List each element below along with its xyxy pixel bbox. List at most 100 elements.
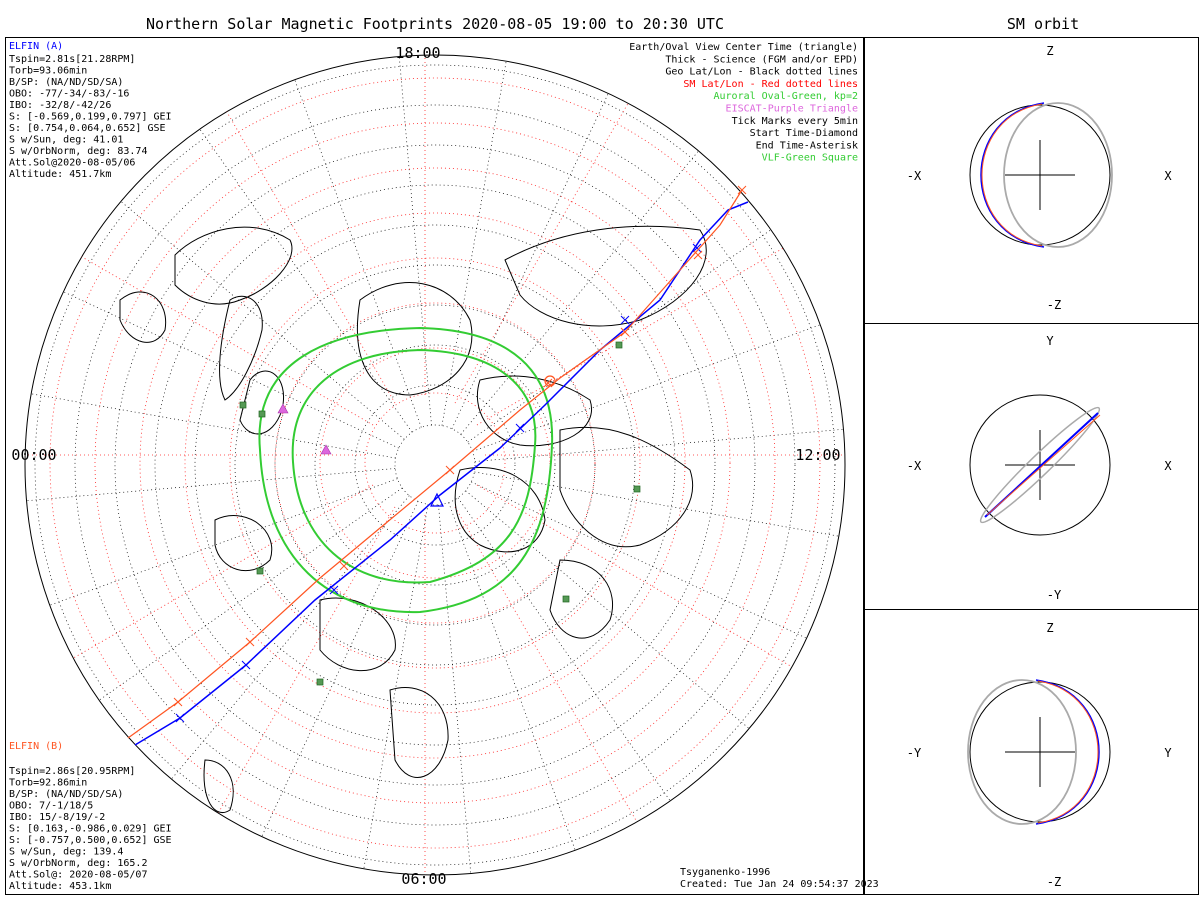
legend-entry: End Time-Asterisk	[756, 140, 858, 151]
orbit-panel: Z -Z -Y Y	[907, 621, 1173, 889]
tick-mark	[445, 465, 455, 475]
sm-lat-circle	[364, 392, 506, 534]
elfin-b-track	[127, 189, 743, 739]
vlf-square	[562, 595, 570, 603]
sm-lon-line	[43, 234, 374, 426]
map-title: Northern Solar Magnetic Footprints 2020-…	[146, 15, 724, 33]
sm-lat-circle	[49, 77, 821, 849]
eiscat-triangle	[320, 444, 332, 455]
geo-lon-line	[398, 56, 432, 426]
sm-lon-line	[454, 73, 646, 404]
geo-lon-line	[363, 504, 429, 869]
sm-lon-line	[204, 506, 396, 837]
tick-mark	[241, 660, 251, 670]
geo-lon-line	[171, 495, 410, 780]
geo-lat-circle	[74, 104, 796, 826]
geo-lon-line	[457, 497, 671, 802]
coastline	[319, 597, 396, 672]
geo-lon-line	[31, 393, 396, 459]
axis-label-left: -X	[907, 169, 922, 183]
auroral-oval-inner	[291, 348, 537, 584]
time-label-left: 00:00	[11, 446, 56, 464]
geo-lon-line	[261, 501, 419, 837]
map-frame	[5, 37, 864, 895]
legend-entry: Auroral Oval-Green, kp=2	[714, 91, 859, 102]
orbit-title: SM orbit	[1007, 15, 1079, 33]
coastline	[203, 759, 234, 813]
tick-mark	[692, 243, 702, 253]
info-line: S: [0.754,0.064,0.652] GSE	[9, 123, 166, 134]
info-line: S w/Sun, deg: 139.4	[9, 847, 123, 858]
orbit-shadow	[967, 679, 1077, 825]
geo-lon-line	[451, 93, 609, 429]
info-line: IBO: 15/-8/19/-2	[9, 812, 105, 823]
axis-label-right: Y	[1164, 746, 1172, 760]
geo-lat-circle	[194, 224, 676, 706]
legend-entry: Thick - Science (FGM and/or EPD)	[665, 54, 858, 65]
tick-mark	[245, 637, 255, 647]
axis-label-down: -Z	[1047, 875, 1061, 889]
info-line: Torb=92.86min	[9, 778, 87, 789]
geo-lat-circle	[394, 424, 476, 506]
geo-lon-line	[474, 471, 839, 537]
sm-lat-circle	[274, 302, 596, 624]
info-line: Att.Sol@2020-08-05/06	[9, 158, 135, 169]
elfin-a-track	[134, 201, 749, 746]
sm-lat-circle	[184, 212, 686, 714]
coastline	[174, 226, 293, 305]
legend-entry: SM Lat/Lon - Red dotted lines	[683, 79, 858, 90]
axis-label-left: -Y	[907, 746, 922, 760]
geo-lon-line	[199, 128, 413, 433]
coastlines	[119, 225, 707, 813]
coastline	[219, 295, 263, 401]
tick-mark	[620, 315, 630, 325]
info-line: S: [0.163,-0.986,0.029] GEI	[9, 824, 172, 835]
sm-grid	[25, 55, 845, 875]
vlf-square	[615, 341, 623, 349]
time-label-bottom: 06:00	[401, 870, 446, 888]
geo-lon-line	[294, 79, 422, 428]
vlf-square	[258, 410, 266, 418]
info-line: Tspin=2.81s[21.28RPM]	[9, 54, 135, 65]
tick-mark	[329, 585, 339, 595]
axis-label-right: X	[1164, 169, 1172, 183]
legend-entry: Earth/Oval View Center Time (triangle)	[629, 42, 858, 53]
info-line: Altitude: 451.7km	[9, 169, 111, 180]
auroral-oval-outer	[258, 326, 554, 614]
orbit-b	[1037, 680, 1099, 824]
geo-lon-line	[98, 487, 403, 701]
elfin-a-lines: Tspin=2.81s[21.28RPM]Torb=93.06minB/SP: …	[9, 54, 172, 180]
vlf-square	[316, 678, 324, 686]
orbit-panel: Y -Y -X X	[907, 334, 1173, 602]
tick-mark	[620, 327, 630, 337]
axis-label-right: X	[1164, 459, 1172, 473]
time-label-top: 18:00	[395, 44, 440, 62]
sm-lat-circle	[94, 122, 776, 804]
coastline	[356, 282, 473, 396]
sm-lon-line	[204, 73, 396, 404]
info-line: S w/OrbNorm, deg: 165.2	[9, 858, 147, 869]
legend-entry: EISCAT-Purple Triangle	[726, 104, 858, 115]
earth-circle	[969, 104, 1111, 246]
geo-lat-circle	[34, 64, 836, 866]
earth-circle	[969, 394, 1111, 536]
axis-label-left: -X	[907, 459, 922, 473]
tick-mark	[339, 561, 349, 571]
info-line: IBO: -32/8/-42/26	[9, 100, 111, 111]
geo-lat-circle	[274, 304, 596, 626]
geo-lon-line	[26, 468, 396, 502]
geo-lat-circle	[354, 384, 516, 546]
geo-lon-line	[49, 478, 398, 606]
geo-lat-circle	[154, 184, 716, 746]
sm-lon-line	[476, 234, 807, 426]
elfin-a-name: ELFIN (A)	[9, 41, 63, 52]
geo-lat-circle	[314, 344, 556, 586]
orbit-panel: Z -Z -X X	[907, 44, 1173, 312]
legend-entry: Geo Lat/Lon - Black dotted lines	[665, 67, 858, 78]
elfin-b-name: ELFIN (B)	[9, 741, 63, 752]
info-line: Tspin=2.86s[20.95RPM]	[9, 766, 135, 777]
info-line: S: [-0.757,0.500,0.652] GSE	[9, 835, 172, 846]
sm-lon-line	[43, 484, 374, 676]
axis-label-down: -Y	[1047, 588, 1062, 602]
info-line: Altitude: 453.1km	[9, 881, 111, 892]
